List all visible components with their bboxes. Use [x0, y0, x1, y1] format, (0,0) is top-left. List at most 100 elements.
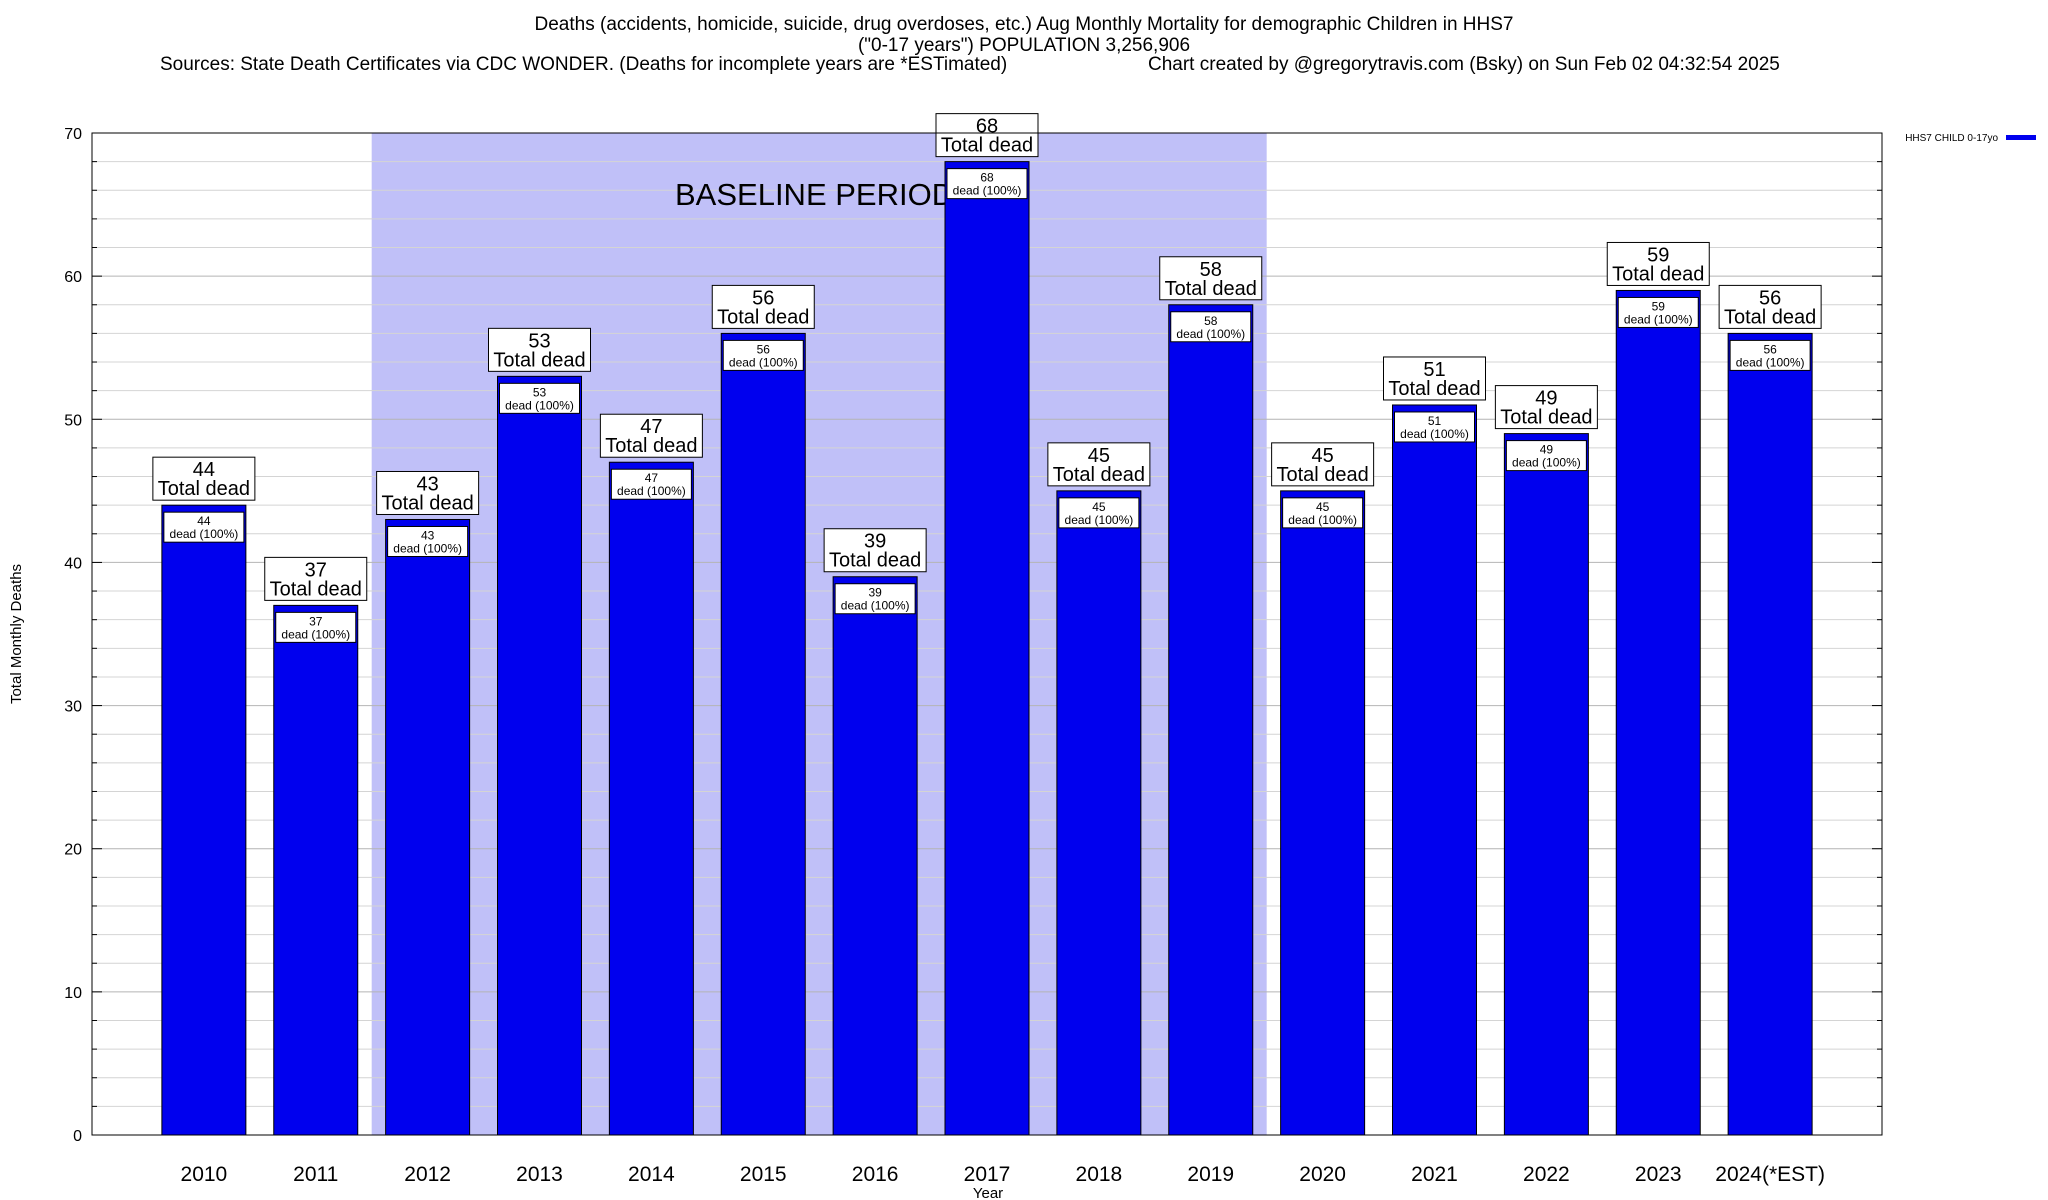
top-label-box — [823, 528, 927, 573]
top-label-box — [1047, 442, 1151, 487]
inner-label-box — [1394, 411, 1475, 443]
inner-value-label: 39 — [868, 586, 882, 600]
top-value-label: 51 — [1423, 359, 1445, 381]
inner-percent-label: dead (100%) — [505, 398, 574, 412]
top-label-box — [711, 284, 815, 329]
bar — [1280, 490, 1366, 1136]
top-label-box — [376, 470, 480, 515]
top-value-label: 45 — [1312, 445, 1334, 467]
top-total-label: Total dead — [1388, 378, 1480, 400]
inner-label-box — [834, 583, 916, 615]
inner-percent-label: dead (100%) — [1736, 355, 1805, 369]
inner-percent-label: dead (100%) — [1065, 513, 1134, 527]
inner-percent-label: dead (100%) — [1288, 513, 1357, 527]
inner-percent-label: dead (100%) — [1512, 456, 1581, 470]
top-total-label: Total dead — [381, 492, 473, 514]
chart-title-line2: ("0-17 years") POPULATION 3,256,906 — [857, 35, 1191, 56]
top-label-box — [1159, 256, 1263, 301]
top-total-label: Total dead — [605, 435, 697, 457]
inner-value-label: 56 — [1763, 342, 1777, 356]
top-label-box — [488, 327, 591, 372]
y-tick-label: 20 — [64, 842, 82, 859]
x-tick-label: 2018 — [1076, 1163, 1123, 1186]
inner-value-label: 47 — [645, 471, 659, 485]
bar — [1615, 289, 1701, 1136]
top-value-label: 59 — [1647, 244, 1669, 266]
bar — [1168, 304, 1254, 1136]
inner-value-label: 43 — [421, 528, 435, 542]
x-tick-label: 2012 — [404, 1163, 451, 1186]
top-label-box — [1383, 356, 1486, 401]
bar — [1056, 490, 1142, 1136]
bar — [161, 504, 247, 1136]
bar — [497, 375, 582, 1136]
top-label-box — [1718, 284, 1822, 329]
y-tick-label: 50 — [64, 412, 82, 429]
top-total-label: Total dead — [1500, 407, 1592, 429]
top-total-label: Total dead — [1165, 278, 1257, 300]
top-value-label: 53 — [528, 330, 550, 352]
inner-value-label: 68 — [980, 171, 994, 185]
bar — [1503, 433, 1589, 1136]
top-label-box — [935, 113, 1039, 158]
inner-value-label: 58 — [1204, 314, 1218, 328]
legend-label: HHS7 CHILD 0-17yo — [1905, 133, 1998, 144]
inner-percent-label: dead (100%) — [1176, 327, 1245, 341]
plot-border — [91, 132, 1883, 1136]
top-value-label: 43 — [417, 473, 439, 495]
top-total-label: Total dead — [270, 578, 362, 600]
bar — [608, 461, 694, 1136]
inner-value-label: 51 — [1428, 414, 1442, 428]
inner-label-box — [275, 611, 357, 643]
inner-value-label: 59 — [1652, 299, 1666, 313]
y-tick-label: 0 — [73, 1128, 82, 1145]
inner-percent-label: dead (100%) — [393, 541, 462, 555]
x-tick-label: 2024(*EST) — [1715, 1163, 1825, 1186]
x-tick-label: 2017 — [964, 1163, 1011, 1186]
top-label-box — [264, 556, 368, 601]
top-value-label: 45 — [1088, 445, 1110, 467]
top-value-label: 58 — [1200, 259, 1222, 281]
inner-label-box — [1729, 339, 1811, 371]
inner-percent-label: dead (100%) — [617, 484, 686, 498]
top-value-label: 56 — [1759, 287, 1781, 309]
bar — [720, 332, 806, 1136]
top-label-box — [152, 456, 256, 501]
x-tick-label: 2013 — [516, 1163, 563, 1186]
y-tick-label: 30 — [64, 699, 82, 716]
x-tick-label: 2014 — [628, 1163, 675, 1186]
chart-sources: Sources: State Death Certificates via CD… — [160, 54, 1008, 75]
inner-value-label: 45 — [1316, 500, 1330, 514]
inner-percent-label: dead (100%) — [1624, 312, 1693, 326]
top-total-label: Total dead — [717, 306, 809, 328]
chart-title-line1: Deaths (accidents, homicide, suicide, dr… — [534, 14, 1514, 35]
bar — [944, 161, 1030, 1136]
y-tick-label: 70 — [64, 126, 82, 143]
x-tick-label: 2023 — [1635, 1163, 1682, 1186]
top-total-label: Total dead — [158, 478, 250, 500]
bar — [1727, 332, 1813, 1136]
inner-value-label: 56 — [757, 342, 771, 356]
x-tick-label: 2011 — [293, 1163, 338, 1186]
inner-percent-label: dead (100%) — [170, 527, 239, 541]
top-total-label: Total dead — [1724, 306, 1816, 328]
inner-percent-label: dead (100%) — [729, 355, 798, 369]
top-total-label: Total dead — [829, 550, 921, 572]
inner-label-box — [1505, 440, 1587, 472]
x-tick-label: 2021 — [1411, 1163, 1458, 1186]
inner-percent-label: dead (100%) — [841, 599, 910, 613]
top-value-label: 39 — [864, 531, 886, 553]
y-tick-label: 10 — [64, 985, 82, 1002]
x-tick-label: 2022 — [1523, 1163, 1570, 1186]
inner-label-box — [1170, 311, 1252, 343]
top-value-label: 49 — [1535, 388, 1557, 410]
top-label-box — [1271, 442, 1375, 487]
y-axis-title: Total Monthly Deaths — [8, 564, 25, 704]
top-total-label: Total dead — [941, 135, 1033, 157]
bar — [385, 518, 471, 1136]
inner-percent-label: dead (100%) — [1400, 427, 1469, 441]
top-value-label: 44 — [193, 459, 215, 481]
inner-label-box — [610, 468, 692, 500]
x-tick-label: 2010 — [181, 1163, 228, 1186]
